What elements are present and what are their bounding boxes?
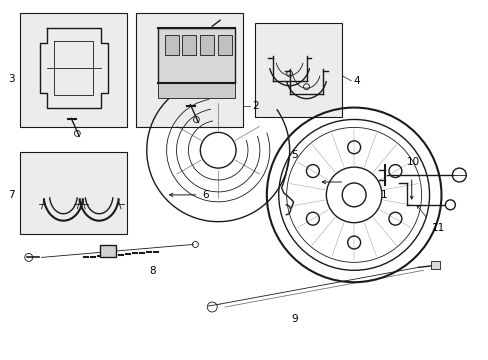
Bar: [20, 152, 127, 234]
Bar: [429, 261, 440, 269]
Bar: [182, 35, 196, 55]
Text: 3: 3: [8, 74, 15, 84]
Bar: [164, 35, 178, 55]
Bar: [157, 83, 235, 98]
Bar: [157, 28, 235, 83]
Text: 8: 8: [149, 266, 156, 276]
Bar: [136, 13, 243, 127]
Bar: [254, 23, 342, 117]
Text: 6: 6: [202, 190, 208, 200]
Bar: [200, 35, 214, 55]
Text: 2: 2: [252, 100, 259, 111]
Text: 11: 11: [431, 222, 444, 233]
Bar: [218, 35, 232, 55]
Text: 9: 9: [291, 314, 297, 324]
Bar: [100, 246, 116, 257]
Text: 7: 7: [8, 190, 15, 200]
Bar: [20, 13, 127, 127]
Text: 1: 1: [380, 190, 386, 200]
Text: 5: 5: [291, 150, 297, 160]
Text: 4: 4: [353, 76, 360, 86]
Text: 10: 10: [407, 157, 419, 167]
